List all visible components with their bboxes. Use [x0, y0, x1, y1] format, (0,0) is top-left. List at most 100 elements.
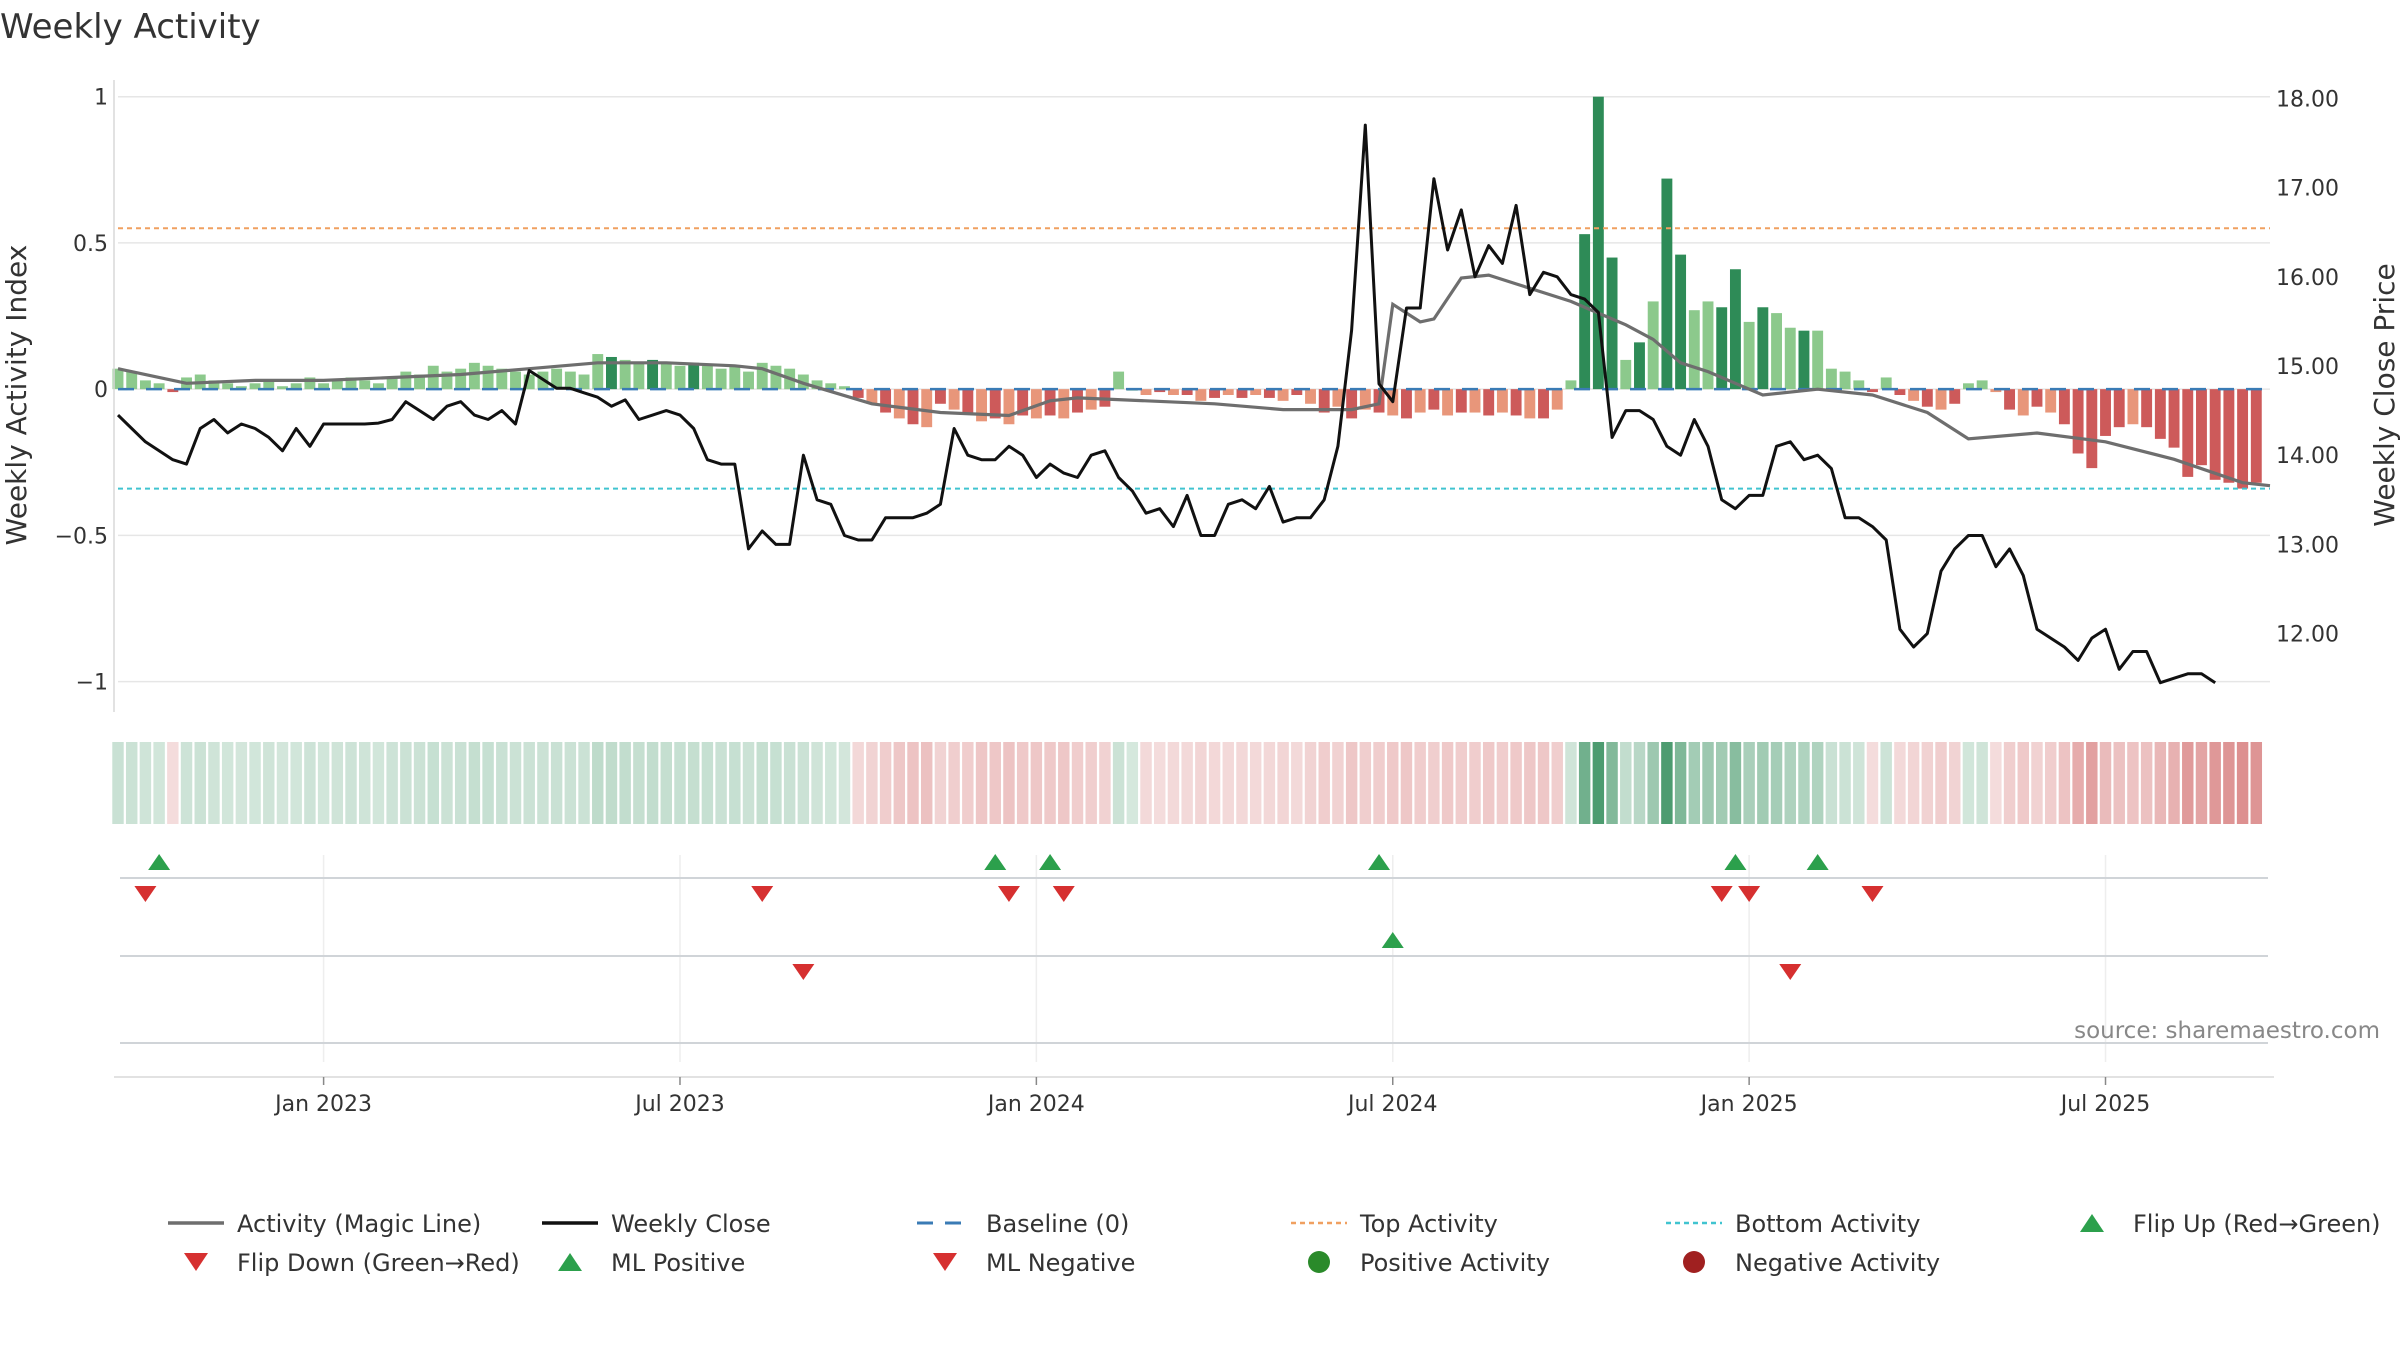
heat-band-cell — [962, 742, 974, 824]
heat-band-cell — [674, 742, 686, 824]
signal-panels — [120, 854, 2268, 1062]
magic-line — [117, 273, 2271, 488]
activity-bar — [1606, 257, 1618, 390]
heat-band-cell — [893, 742, 906, 824]
heat-band-cell — [1359, 742, 1372, 824]
activity-bar — [921, 389, 933, 428]
heat-band-cell — [2140, 742, 2153, 824]
activity-bar — [1510, 389, 1522, 416]
heat-band-cell — [331, 742, 344, 824]
x-tick-label: Jul 2024 — [1346, 1092, 1438, 1117]
heat-band-cell — [1441, 742, 1454, 824]
heat-band-cell — [2086, 742, 2098, 824]
activity-bar — [1908, 389, 1920, 401]
legend-label: Negative Activity — [1735, 1249, 1940, 1277]
activity-bar — [290, 383, 302, 390]
heat-band-cell — [249, 742, 261, 824]
heat-band-cell — [1414, 742, 1426, 824]
activity-bar — [167, 389, 179, 393]
activity-bar — [564, 371, 576, 390]
flip-down-marker — [1861, 886, 1884, 902]
heat-band-cell — [1811, 742, 1824, 824]
heat-band-cell — [633, 742, 645, 824]
activity-bar — [1154, 389, 1166, 393]
activity-bar — [2141, 389, 2153, 428]
heat-band-cell — [852, 742, 864, 824]
heat-band-cell — [1770, 742, 1783, 824]
heat-band-cell — [2154, 742, 2167, 824]
heat-band-cell — [729, 742, 741, 824]
activity-bar — [962, 389, 974, 413]
heat-band-cell — [1208, 742, 1221, 824]
activity-bar — [1414, 389, 1426, 413]
activity-bar — [1743, 321, 1755, 390]
activity-bar — [304, 377, 316, 390]
activity-bar — [249, 383, 261, 390]
y-left-tick-label: 0 — [94, 378, 108, 403]
axes: 1 0.5 0 −0.5 −1 18.00 17.00 16.00 15.00 14.00 13.0… — [55, 80, 2339, 712]
ml-negative-marker — [1779, 964, 1802, 980]
heat-band-cell — [1798, 742, 1810, 824]
legend-label: Positive Activity — [1360, 1249, 1550, 1277]
activity-bar — [688, 362, 700, 390]
activity-bar — [1702, 301, 1714, 390]
legend: Activity (Magic Line) Weekly Close Baselin… — [168, 1210, 2381, 1277]
heat-band-cell — [1990, 742, 2002, 824]
activity-bar — [1496, 389, 1508, 413]
heat-band-cell — [770, 742, 782, 824]
heat-band-cell — [400, 742, 412, 824]
heat-band-cell — [1263, 742, 1276, 824]
heat-band-cell — [564, 742, 577, 824]
activity-bar — [852, 389, 864, 398]
legend-label: ML Positive — [611, 1249, 745, 1277]
heat-band-cell — [372, 742, 385, 824]
activity-bar — [2072, 389, 2084, 454]
heat-band-cell — [482, 742, 494, 824]
heat-band-cell — [1304, 742, 1317, 824]
heat-band-cell — [1935, 742, 1947, 824]
heat-band-cell — [619, 742, 631, 824]
activity-bar — [2209, 389, 2221, 480]
x-tick-label: Jan 2025 — [1699, 1092, 1798, 1117]
heat-band-cell — [427, 742, 439, 824]
heat-band-cell — [1112, 742, 1125, 824]
heat-band-cell — [2113, 742, 2125, 824]
activity-heat-band — [112, 742, 2263, 824]
heat-band-cell — [756, 742, 768, 824]
heat-band-cell — [290, 742, 302, 824]
heat-band-cell — [1510, 742, 1522, 824]
heat-band-cell — [317, 742, 330, 824]
heat-band-cell — [2168, 742, 2180, 824]
activity-bar — [1757, 307, 1769, 390]
legend-label: Activity (Magic Line) — [237, 1210, 481, 1238]
series-lines — [116, 123, 2271, 685]
legend-label: Flip Down (Green→Red) — [237, 1249, 520, 1277]
activity-bar — [400, 371, 412, 390]
activity-bar — [1976, 380, 1988, 390]
heat-band-cell — [2223, 742, 2235, 824]
activity-bar — [1661, 178, 1673, 390]
legend-swatch — [933, 1253, 957, 1271]
flip-up-marker — [984, 854, 1007, 870]
activity-bar — [907, 389, 919, 425]
activity-bar — [1853, 380, 1865, 390]
activity-bar — [2237, 389, 2249, 489]
activity-bars — [112, 96, 2262, 489]
heat-band-cell — [1674, 742, 1687, 824]
activity-bar — [1935, 389, 1947, 410]
heat-band-cell — [1469, 742, 1481, 824]
y-right-tick-label: 13.00 — [2276, 533, 2339, 558]
heat-band-cell — [1496, 742, 1509, 824]
y-left-tick-label: −0.5 — [55, 524, 108, 549]
heat-band-cell — [1387, 742, 1399, 824]
activity-bar — [496, 368, 508, 390]
activity-bar — [770, 365, 782, 390]
activity-bar — [592, 354, 604, 390]
activity-bar — [126, 371, 138, 390]
flip-up-marker — [1368, 854, 1391, 870]
activity-bar — [263, 380, 275, 390]
heat-band-cell — [1455, 742, 1468, 824]
heat-band-cell — [1400, 742, 1413, 824]
activity-bar — [1524, 389, 1536, 419]
flip-up-marker — [1806, 854, 1829, 870]
